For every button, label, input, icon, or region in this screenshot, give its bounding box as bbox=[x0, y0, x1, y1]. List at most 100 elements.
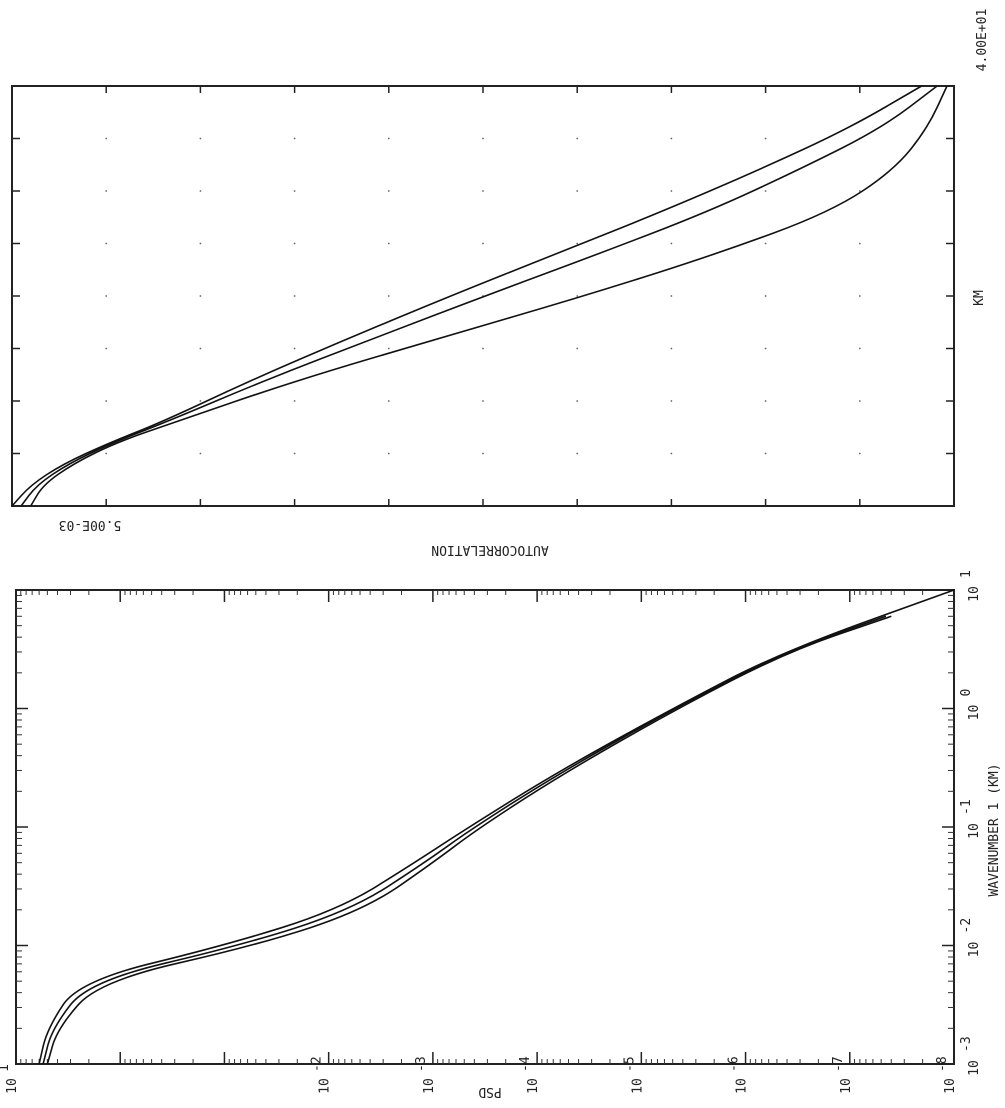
autocorrelation-grid-dot bbox=[199, 137, 202, 140]
autocorrelation-grid-dot bbox=[293, 242, 296, 245]
autocorrelation-grid-dot bbox=[293, 295, 296, 297]
psd-y-tick-base: 10 bbox=[839, 1078, 854, 1094]
autocorrelation-grid-dot bbox=[199, 452, 202, 455]
psd-x-tick-exponent: -2 bbox=[959, 918, 974, 934]
psd-y-tick-label: 10-2 bbox=[310, 1056, 333, 1093]
psd-y-tick-label: 10-8 bbox=[935, 1056, 958, 1093]
autocorrelation-grid-dot bbox=[576, 137, 579, 140]
autocorrelation-grid-dot bbox=[858, 190, 861, 192]
autocorrelation-grid-dot bbox=[670, 347, 673, 350]
autocorrelation-grid-dot bbox=[858, 452, 861, 455]
psd-x-tick-exponent: -3 bbox=[959, 1036, 974, 1052]
psd-curves bbox=[38, 589, 955, 1065]
autocorrelation-grid-dot bbox=[764, 190, 767, 192]
psd-y-tick-base: 10 bbox=[630, 1078, 645, 1094]
autocorrelation-panel: KM AUTOCORRELATION 4.00E+01 5.00E-03 bbox=[11, 9, 990, 557]
psd-y-tick-base: 10 bbox=[318, 1078, 333, 1094]
autocorrelation-grid-dot bbox=[387, 400, 390, 402]
psd-x-tick-base: 10 bbox=[967, 942, 982, 958]
psd-x-tick-label: 10 1 bbox=[959, 570, 982, 602]
autocorrelation-grid-dot bbox=[387, 452, 390, 455]
psd-x-tick-exponent: 1 bbox=[959, 570, 974, 578]
psd-x-tick-label: 10 0 bbox=[959, 689, 982, 721]
psd-y-tick-label: 10-6 bbox=[727, 1056, 750, 1093]
autocorrelation-grid-dot bbox=[858, 295, 861, 297]
autocorrelation-grid-dot bbox=[199, 347, 202, 350]
autocorrelation-x-axis-label: KM bbox=[972, 290, 987, 306]
autocorrelation-grid-dot bbox=[387, 137, 390, 140]
autocorrelation-grid-dot bbox=[105, 295, 108, 297]
psd-y-tick-label: 10-3 bbox=[414, 1056, 437, 1093]
psd-series-1 bbox=[38, 589, 955, 1065]
psd-x-tick-label: 10 -1 bbox=[959, 799, 982, 838]
psd-y-axis-label: PSD bbox=[478, 1084, 502, 1099]
autocorrelation-grid-dot bbox=[199, 295, 202, 297]
autocorrelation-grid-dot bbox=[482, 452, 484, 455]
psd-x-tick-label: 10 -2 bbox=[959, 918, 982, 957]
autocorrelation-grid-dot bbox=[105, 242, 108, 245]
autocorrelation-grid-dot bbox=[670, 242, 673, 245]
autocorrelation-grid-dot bbox=[764, 295, 767, 297]
psd-x-tick-exponent: -1 bbox=[959, 799, 974, 815]
psd-y-tick-exponent: -4 bbox=[518, 1056, 533, 1072]
autocorrelation-grid-dot bbox=[387, 295, 390, 297]
autocorrelation-grid-dot bbox=[482, 137, 484, 140]
autocorrelation-grid-dot bbox=[858, 400, 861, 402]
psd-y-tick-base: 10 bbox=[526, 1078, 541, 1094]
psd-y-tick-exponent: -7 bbox=[831, 1056, 846, 1072]
autocorrelation-grid-dot bbox=[482, 400, 484, 402]
psd-x-tick-base: 10 bbox=[967, 586, 982, 602]
psd-y-tick-label: 10-7 bbox=[831, 1056, 854, 1093]
psd-x-tick-base: 10 bbox=[967, 823, 982, 839]
autocorrelation-series-2 bbox=[20, 85, 938, 507]
psd-y-tick-exponent: -5 bbox=[622, 1056, 637, 1072]
autocorrelation-grid-dot bbox=[387, 190, 390, 192]
autocorrelation-grid-dot bbox=[858, 242, 861, 245]
autocorrelation-grid-dot bbox=[105, 190, 108, 192]
autocorrelation-grid-dot bbox=[105, 137, 108, 140]
autocorrelation-grid-dot bbox=[576, 347, 579, 350]
autocorrelation-grid-dot bbox=[482, 347, 484, 350]
psd-frame bbox=[15, 589, 955, 1065]
autocorrelation-grid-dot bbox=[764, 242, 767, 245]
autocorrelation-grid-dot bbox=[576, 242, 579, 245]
psd-y-tick-base: 10 bbox=[943, 1078, 958, 1094]
autocorrelation-grid-dot bbox=[293, 190, 296, 192]
autocorrelation-grid-dot bbox=[293, 452, 296, 455]
autocorrelation-grid-dot bbox=[576, 295, 579, 297]
psd-x-tick-exponent: 0 bbox=[959, 689, 974, 697]
psd-series-2 bbox=[42, 615, 887, 1065]
autocorrelation-grid-dot bbox=[105, 347, 108, 350]
autocorrelation-grid-dot bbox=[764, 347, 767, 350]
autocorrelation-grid-dot bbox=[858, 347, 861, 350]
psd-series-3 bbox=[46, 615, 892, 1065]
autocorrelation-series-1 bbox=[11, 85, 923, 507]
autocorrelation-grid-dot bbox=[576, 452, 579, 455]
autocorrelation-grid-dot bbox=[482, 242, 484, 245]
psd-ticks bbox=[15, 589, 955, 1065]
autocorrelation-grid-dot bbox=[670, 137, 673, 140]
autocorrelation-grid-dot bbox=[482, 190, 484, 192]
autocorrelation-grid-dot bbox=[199, 190, 202, 192]
psd-y-tick-label: 10 1 bbox=[0, 1064, 20, 1094]
psd-y-tick-base: 10 bbox=[735, 1078, 750, 1094]
autocorrelation-grid bbox=[105, 137, 861, 455]
autocorrelation-grid-dot bbox=[576, 190, 579, 192]
psd-x-tick-labels: 10 -3 10 -2 10 -1 10 0 10 1 bbox=[959, 570, 982, 1076]
autocorrelation-grid-dot bbox=[293, 137, 296, 140]
autocorrelation-ticks bbox=[11, 85, 955, 507]
autocorrelation-grid-dot bbox=[387, 242, 390, 245]
psd-y-tick-exponent: 1 bbox=[0, 1064, 12, 1072]
autocorrelation-grid-dot bbox=[764, 137, 767, 140]
autocorrelation-y-end-label: 5.00E-03 bbox=[59, 517, 122, 532]
psd-y-tick-exponent: -8 bbox=[935, 1056, 950, 1072]
psd-x-tick-base: 10 bbox=[967, 1060, 982, 1076]
autocorrelation-grid-dot bbox=[670, 400, 673, 402]
autocorrelation-series-3 bbox=[30, 85, 948, 507]
autocorrelation-grid-dot bbox=[105, 400, 108, 402]
autocorrelation-grid-dot bbox=[293, 347, 296, 350]
psd-y-tick-label: 10-4 bbox=[518, 1056, 541, 1094]
autocorrelation-x-end-label: 4.00E+01 bbox=[975, 9, 990, 72]
autocorrelation-grid-dot bbox=[764, 452, 767, 455]
